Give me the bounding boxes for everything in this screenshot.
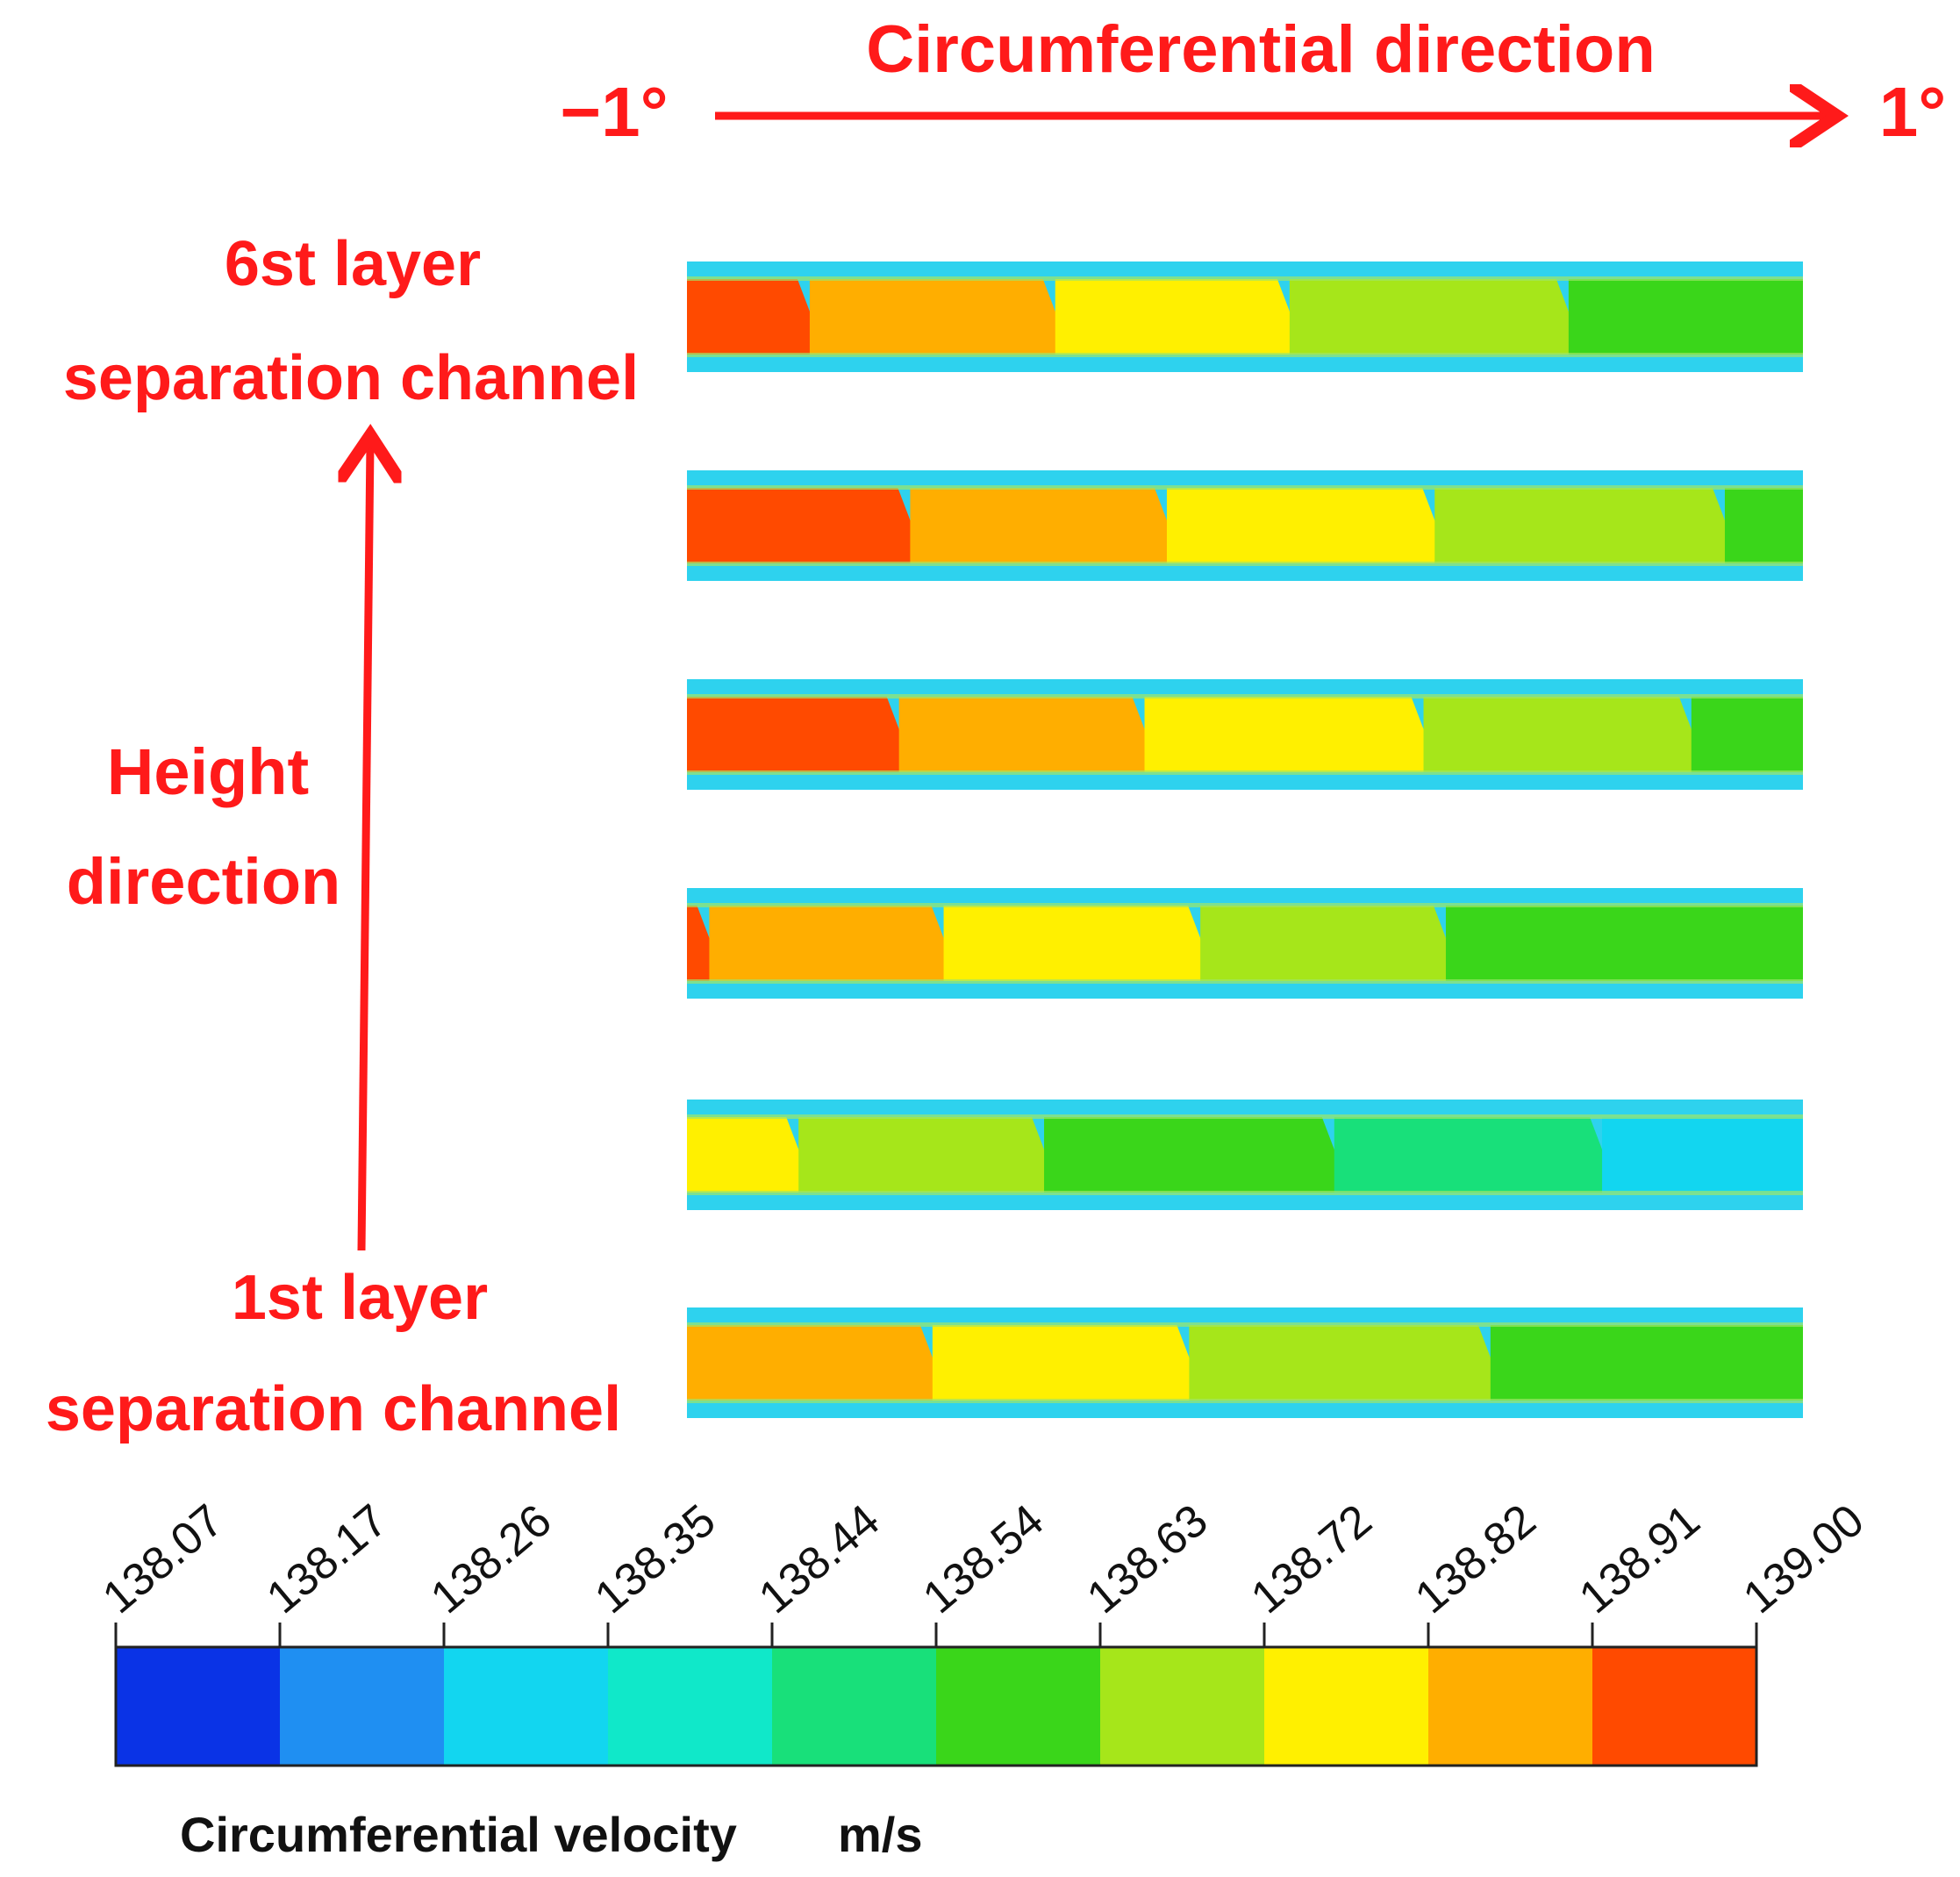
boundary-layer-top xyxy=(687,1114,1803,1119)
colorbar-segment xyxy=(444,1647,609,1766)
colorbar-segment xyxy=(1592,1647,1757,1766)
channel-layer-2 xyxy=(687,1100,1803,1210)
velocity-band xyxy=(1423,697,1697,772)
colorbar-tick-label: 138.35 xyxy=(585,1495,725,1624)
velocity-colorbar: 138.07 138.17 138.26 138.35 138.44 138.54 138.… xyxy=(93,1495,1874,1767)
colorbar-segment xyxy=(772,1647,937,1766)
velocity-band xyxy=(943,906,1205,981)
top-layer-label-line1: 6st layer xyxy=(225,229,481,299)
boundary-layer-top xyxy=(687,903,1803,907)
channel-layer-4 xyxy=(687,679,1803,790)
velocity-band xyxy=(1055,279,1295,355)
velocity-band xyxy=(1289,279,1574,355)
velocity-band xyxy=(1691,697,1803,772)
colorbar-tick-label: 138.07 xyxy=(93,1495,232,1624)
channel-layer-1 xyxy=(687,1307,1803,1418)
velocity-band xyxy=(898,697,1150,772)
colorbar-tick-label: 138.17 xyxy=(257,1495,397,1624)
velocity-band xyxy=(687,697,905,772)
velocity-band xyxy=(687,1325,938,1401)
velocity-band xyxy=(1445,906,1803,981)
height-direction-arrow xyxy=(361,443,370,1251)
colorbar-tick-label: 138.63 xyxy=(1077,1495,1217,1624)
velocity-band xyxy=(1724,488,1803,563)
velocity-band xyxy=(1044,1117,1340,1193)
colorbar-segment xyxy=(116,1647,281,1766)
colorbar-segment xyxy=(936,1647,1101,1766)
velocity-band xyxy=(1334,1117,1607,1193)
colorbar-segment xyxy=(1264,1647,1429,1766)
velocity-band xyxy=(798,1117,1049,1193)
boundary-layer-bottom xyxy=(687,1191,1803,1195)
colorbar-tick-label: 139.00 xyxy=(1734,1495,1873,1624)
colorbar-tick-label: 138.26 xyxy=(421,1495,561,1624)
colorbar-tick-label: 138.91 xyxy=(1570,1495,1709,1624)
colorbar-tick-label: 138.54 xyxy=(913,1495,1053,1624)
colorbar-tick-label: 138.72 xyxy=(1241,1495,1381,1624)
boundary-layer-top xyxy=(687,694,1803,699)
velocity-band xyxy=(687,906,715,981)
boundary-layer-top xyxy=(687,276,1803,281)
velocity-band xyxy=(1166,488,1440,563)
colorbar-unit: m/s xyxy=(838,1807,923,1862)
velocity-band xyxy=(1144,697,1429,772)
velocity-band xyxy=(1434,488,1730,563)
velocity-band xyxy=(910,488,1172,563)
boundary-layer-top xyxy=(687,485,1803,490)
velocity-band xyxy=(1189,1325,1496,1401)
angle-start-label: −1° xyxy=(560,73,668,151)
boundary-layer-bottom xyxy=(687,353,1803,357)
angle-end-label: 1° xyxy=(1879,73,1946,151)
velocity-band xyxy=(687,1117,804,1193)
colorbar-segment xyxy=(1428,1647,1593,1766)
boundary-layer-bottom xyxy=(687,979,1803,984)
bottom-layer-label-line2: separation channel xyxy=(46,1374,621,1444)
velocity-band xyxy=(1568,279,1803,355)
channel-layer-5 xyxy=(687,470,1803,581)
velocity-band xyxy=(809,279,1061,355)
colorbar-title: Circumferential velocity xyxy=(180,1807,737,1862)
velocity-band xyxy=(1490,1325,1803,1401)
height-direction-label-line1: Height xyxy=(107,735,309,808)
boundary-layer-top xyxy=(687,1322,1803,1327)
colorbar-segment xyxy=(280,1647,445,1766)
bottom-layer-label-line1: 1st layer xyxy=(232,1263,488,1333)
boundary-layer-bottom xyxy=(687,562,1803,566)
velocity-band xyxy=(687,488,915,563)
channel-layer-3 xyxy=(687,888,1803,999)
velocity-band xyxy=(1200,906,1451,981)
separation-channels xyxy=(687,261,1803,1418)
velocity-band xyxy=(1602,1117,1803,1193)
channel-layer-6 xyxy=(687,261,1803,372)
colorbar-tick-label: 138.44 xyxy=(749,1495,889,1624)
colorbar-segment xyxy=(1100,1647,1265,1766)
velocity-band xyxy=(687,279,815,355)
top-layer-label-line2: separation channel xyxy=(63,343,639,413)
velocity-band xyxy=(709,906,949,981)
boundary-layer-bottom xyxy=(687,1399,1803,1403)
boundary-layer-bottom xyxy=(687,770,1803,775)
velocity-band xyxy=(932,1325,1194,1401)
circumferential-direction-title: Circumferential direction xyxy=(866,12,1656,87)
colorbar-tick-label: 138.82 xyxy=(1406,1495,1545,1624)
colorbar-segment xyxy=(608,1647,773,1766)
height-direction-label-line2: direction xyxy=(67,845,340,918)
